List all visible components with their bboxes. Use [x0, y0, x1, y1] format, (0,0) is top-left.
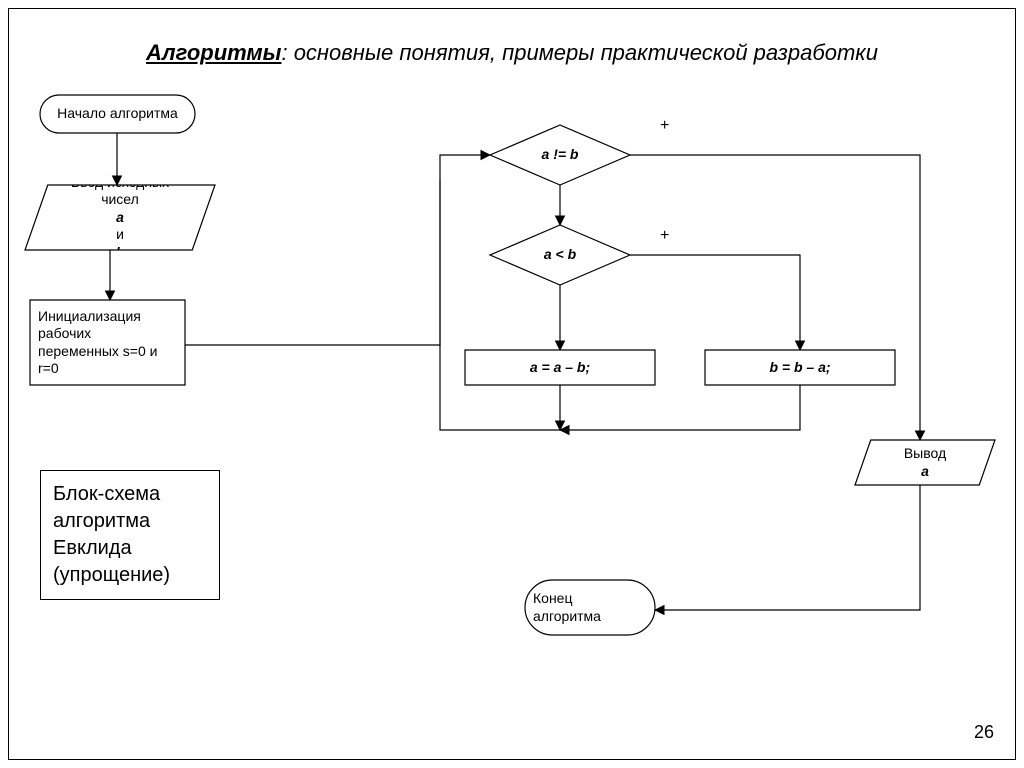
edge: [630, 155, 920, 440]
node-label-output: Вывод a: [859, 440, 991, 485]
diagram-caption: Блок-схемаалгоритмаЕвклида(упрощение): [40, 470, 220, 600]
node-label-procB: b = b – a;: [709, 350, 891, 385]
edge: [630, 255, 800, 350]
edge: [185, 155, 490, 345]
flowchart-canvas: Начало алгоритма Ввод исходныхчисел a и b…: [0, 0, 1024, 768]
edge: [655, 485, 920, 610]
node-label-procA: a = a – b;: [469, 350, 651, 385]
edge: [440, 180, 560, 430]
node-label-start: Начало алгоритма: [44, 95, 191, 133]
branch-label: +: [660, 227, 669, 244]
node-label-input: Ввод исходныхчисел a и b: [29, 185, 211, 250]
node-label-cond2: a < b: [494, 225, 626, 285]
node-label-end: Конецалгоритма: [533, 580, 647, 635]
node-label-init: Инициализациярабочихпеременных s=0 иr=0: [38, 300, 177, 385]
branch-label: +: [660, 117, 669, 134]
page-number: 26: [974, 722, 994, 743]
edge: [560, 385, 800, 430]
node-label-cond1: a != b: [494, 125, 626, 185]
